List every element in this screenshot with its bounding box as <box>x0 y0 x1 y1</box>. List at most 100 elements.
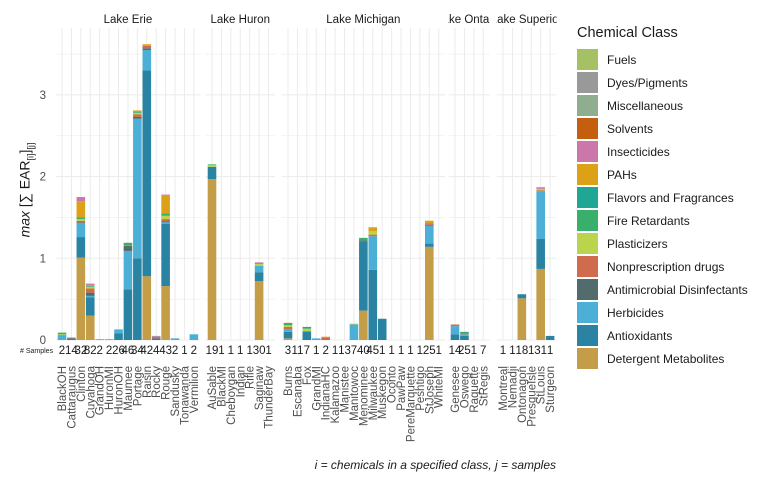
bar-segment-pahs <box>142 44 152 46</box>
site-label: BlackOH <box>57 366 69 411</box>
legend-swatch <box>577 95 598 116</box>
bar-segment-nonprescription-drugs <box>57 335 67 336</box>
site-label: Vermilion <box>189 366 201 413</box>
bar-segment-fire-retardants <box>460 331 469 334</box>
site-label: Tonawanda <box>179 365 191 424</box>
bar-segment-herbicides <box>170 338 180 340</box>
sample-count: 34 <box>131 345 144 357</box>
facet-title: Lake Michigan <box>326 14 400 26</box>
legend-label: Antimicrobial Disinfectants <box>607 282 748 297</box>
bar-segment-pahs <box>76 201 86 218</box>
sample-count: 2 <box>106 345 112 357</box>
bar-segment-herbicides <box>450 326 460 335</box>
bar-segment-insecticides <box>76 197 86 202</box>
bar-segment-detergent-metabolites <box>425 246 434 340</box>
bar-segment-nonprescription-drugs <box>67 337 76 339</box>
site-label: Cattaraugus <box>66 366 78 429</box>
site-label: ThunderBay <box>264 366 276 429</box>
legend-item: Antioxidants <box>577 324 748 347</box>
bar-segment-plasticizers <box>349 323 359 325</box>
bar-segment-detergent-metabolites <box>359 310 368 340</box>
site-label: PawPaw <box>396 365 408 410</box>
site-label: HuronOH <box>114 366 126 415</box>
bar-segment-detergent-metabolites <box>536 268 545 340</box>
legend-label: Insecticides <box>607 144 670 159</box>
bar-segment-herbicides <box>368 236 378 270</box>
site-label: Muskegon <box>377 366 389 419</box>
legend-title: Chemical Class <box>577 25 678 41</box>
legend-item: Flavors and Fragrances <box>577 186 748 209</box>
bar-segment-herbicides <box>349 324 359 340</box>
site-label: Escanaba <box>292 365 304 417</box>
bar-segment-pahs <box>161 195 170 214</box>
bar-segment-herbicides <box>142 49 152 71</box>
sample-count: 1 <box>528 345 534 357</box>
bar-segment-pahs <box>85 285 95 287</box>
sample-count: 25 <box>458 345 471 357</box>
bar-segment-herbicides <box>189 334 199 340</box>
legend-label: Flavors and Fragrances <box>607 190 734 205</box>
bar-segment-herbicides <box>161 222 170 224</box>
site-label: BlackMI <box>216 366 228 407</box>
legend-label: Fuels <box>607 52 637 67</box>
bar-segment-herbicides <box>311 338 321 340</box>
bar-segment-herbicides <box>123 250 133 290</box>
bar-segment-antioxidants <box>517 294 527 299</box>
bar-segment-antioxidants <box>85 297 95 316</box>
bar-segment-antioxidants <box>302 331 312 340</box>
bar-segment-plasticizers <box>207 165 217 167</box>
legend-item: Nonprescription drugs <box>577 255 748 278</box>
site-label: WhiteMI <box>434 366 446 408</box>
bar-segment-fire-retardants <box>76 217 86 220</box>
site-label: Raquette <box>469 366 481 413</box>
legend-item: Herbicides <box>577 301 748 324</box>
bar-segment-fire-retardants <box>283 323 293 326</box>
bar-segment-nonprescription-drugs <box>450 324 460 327</box>
sample-count: 46 <box>122 345 135 357</box>
bar-segment-herbicides <box>95 339 104 340</box>
site-label: Peshtigo <box>415 366 427 411</box>
bar-segment-herbicides <box>254 265 264 273</box>
facet-title: Lake Superior <box>491 14 563 26</box>
legend-label: Nonprescription drugs <box>607 259 725 274</box>
bar-segment-nonprescription-drugs <box>76 220 86 223</box>
bar-segment-antioxidants <box>425 243 434 247</box>
bar-segment-antimicrobial-disinfectants <box>142 48 152 50</box>
legend-item: Fire Retardants <box>577 209 748 232</box>
y-tick-label: 0 <box>40 335 46 347</box>
sample-count: 1 <box>265 345 271 357</box>
bar-segment-antioxidants <box>377 318 387 340</box>
sample-count: 1 <box>181 345 187 357</box>
sample-count: 11 <box>291 345 303 357</box>
site-label: Rocky <box>151 366 163 398</box>
sample-count: 1 <box>246 345 252 357</box>
legend-item: Miscellaneous <box>577 94 748 117</box>
sample-count: 4 <box>153 345 160 357</box>
bar-segment-plasticizers <box>302 328 312 332</box>
legend-item: Detergent Metabolites <box>577 347 748 370</box>
legend-swatch <box>577 233 598 254</box>
bar-segment-insecticides <box>161 194 170 196</box>
y-tick-label: 1 <box>40 253 46 265</box>
sample-count: 7 <box>351 345 357 357</box>
bar-segment-plasticizers <box>57 334 67 336</box>
legend-swatch <box>577 256 598 277</box>
bar-segment-insecticides <box>254 262 264 264</box>
bar-segment-antioxidants <box>76 237 86 258</box>
bar-segment-nonprescription-drugs <box>536 190 545 192</box>
sample-count: 1 <box>237 345 243 357</box>
sample-count: 25 <box>423 345 436 357</box>
bar-segment-plasticizers <box>254 264 264 266</box>
bar-segment-insecticides <box>85 283 95 286</box>
legend-item: Plasticizers <box>577 232 748 255</box>
sample-count: 1 <box>218 345 224 357</box>
sample-count: 45 <box>366 345 379 357</box>
y-tick-label: 2 <box>40 172 46 184</box>
sample-count: 7 <box>480 345 486 357</box>
legend-item: Antimicrobial Disinfectants <box>577 278 748 301</box>
bar-segment-nonprescription-drugs <box>460 333 469 335</box>
sample-count: 2 <box>59 345 65 357</box>
bar-segment-antioxidants <box>114 333 123 340</box>
legend-swatch <box>577 302 598 323</box>
